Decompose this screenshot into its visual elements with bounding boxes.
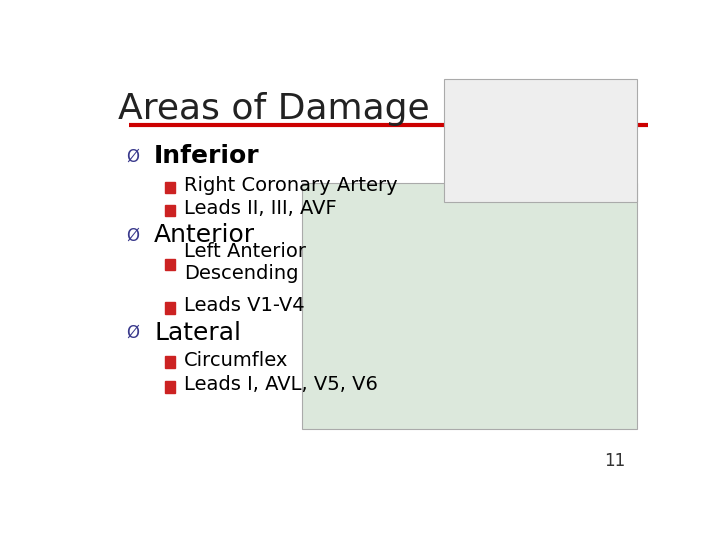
Text: Right Coronary Artery: Right Coronary Artery [184,176,397,195]
Text: Leads II, III, AVF: Leads II, III, AVF [184,199,336,218]
Bar [302,183,636,429]
Text: Ø: Ø [126,147,139,165]
Text: Leads V1-V4: Leads V1-V4 [184,296,305,315]
Bar [166,205,176,216]
Bar [166,181,176,193]
Text: Inferior: Inferior [154,144,260,168]
Text: Lateral: Lateral [154,321,241,345]
Bar [444,79,636,202]
Text: Leads I, AVL, V5, V6: Leads I, AVL, V5, V6 [184,375,377,394]
Bar [166,381,176,393]
Bar [166,356,176,368]
Text: 11: 11 [604,452,626,470]
Text: Circumflex: Circumflex [184,350,288,369]
Text: Left Anterior
Descending: Left Anterior Descending [184,242,306,283]
Bar [166,259,176,270]
Text: Ø: Ø [126,324,139,342]
Text: Areas of Damage: Areas of Damage [118,92,430,126]
Text: Anterior: Anterior [154,223,256,247]
Text: Ø: Ø [126,226,139,244]
Bar [166,302,176,314]
